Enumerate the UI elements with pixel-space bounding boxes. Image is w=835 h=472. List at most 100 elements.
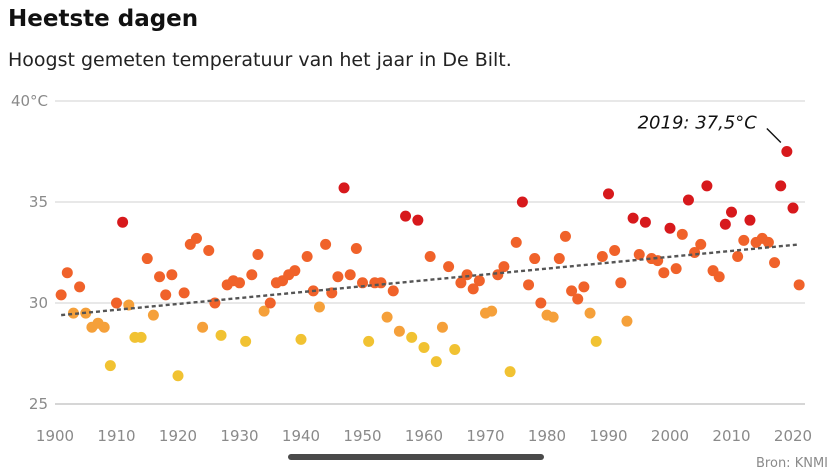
chart-subtitle: Hoogst gemeten temperatuur van het jaar … [8,49,512,71]
x-axis-ticks: 1900 1910 1920 1930 1940 1950 1960 1970 1980 1990… [36,427,812,445]
data-point [664,222,676,234]
data-point [455,277,467,289]
data-point [781,146,793,157]
data-point [793,279,805,291]
data-point [264,297,276,309]
data-point [787,202,799,214]
source-label: Bron: KNMI [756,456,828,471]
data-point [762,236,774,248]
data-point [504,366,516,378]
data-point [154,271,166,283]
data-point [639,216,651,228]
data-point [596,251,608,263]
y-tick-label: 40°C [11,92,48,110]
horizontal-scrollbar[interactable] [288,454,544,460]
data-point [147,309,159,321]
data-point [289,265,301,277]
data-point [590,335,602,347]
x-tick-label: 2020 [774,427,812,445]
x-tick-label: 1920 [159,427,197,445]
data-point [357,277,368,289]
data-point [166,269,178,281]
data-point [676,228,688,240]
data-point [424,251,436,263]
data-point [726,206,737,218]
data-point [461,269,473,281]
data-point [117,216,129,228]
x-tick-label: 1970 [466,427,504,445]
x-tick-label: 1910 [97,427,135,445]
data-point [320,238,332,250]
data-point [430,356,442,368]
data-point [332,271,344,283]
data-point [313,301,325,313]
data-point [701,180,713,192]
data-point [621,315,633,327]
data-point [559,230,571,242]
data-point [719,218,731,230]
annotation-leader [766,128,782,143]
x-tick-label: 1950 [343,427,381,445]
data-point [240,335,252,347]
data-point [578,281,590,293]
data-point [301,251,313,263]
data-point [516,196,528,208]
data-point [449,343,461,355]
data-point [406,331,418,343]
y-tick-label: 35 [29,193,48,211]
data-point [412,214,424,226]
data-point [55,289,67,301]
data-point [258,305,270,317]
data-point [744,214,756,226]
data-point [400,210,412,222]
data-point [393,325,405,337]
data-point [553,253,565,265]
data-point [135,331,147,343]
data-point [104,360,116,372]
data-point [566,285,578,297]
data-point [498,261,510,273]
data-point [523,279,535,291]
annotation-label: 2019: 37,5°C [638,113,758,134]
x-tick-label: 1930 [220,427,258,445]
x-tick-label: 2000 [651,427,689,445]
data-point [209,297,221,309]
data-point [738,234,750,246]
data-point [529,253,541,265]
data-point [658,267,670,279]
data-point [682,194,694,206]
data-point [197,321,209,333]
data-point [473,275,485,287]
data-point [234,277,245,289]
y-axis-ticks: 40°C 35 30 25 [11,92,48,413]
data-point [344,269,356,281]
x-tick-label: 1940 [282,427,320,445]
data-point [350,242,362,254]
data-point [584,307,596,319]
data-points [55,146,805,382]
data-point [547,311,559,323]
data-point [178,287,190,299]
data-point [695,238,707,250]
data-point [732,251,744,263]
data-point [670,263,682,275]
data-point [375,277,387,289]
x-tick-label: 2010 [712,427,750,445]
trend-line [61,243,800,317]
x-tick-label: 1900 [36,427,74,445]
data-point [510,236,522,248]
data-point [633,249,645,261]
data-point [363,335,375,347]
data-point [486,305,498,317]
data-point [603,188,614,200]
y-tick-label: 30 [29,294,48,312]
data-point [713,271,725,283]
data-point [111,297,122,309]
data-point [535,297,547,309]
data-point [572,293,584,305]
chart-title: Heetste dagen [8,6,199,32]
x-tick-label: 1960 [405,427,443,445]
data-point [775,180,787,192]
data-point [436,321,448,333]
